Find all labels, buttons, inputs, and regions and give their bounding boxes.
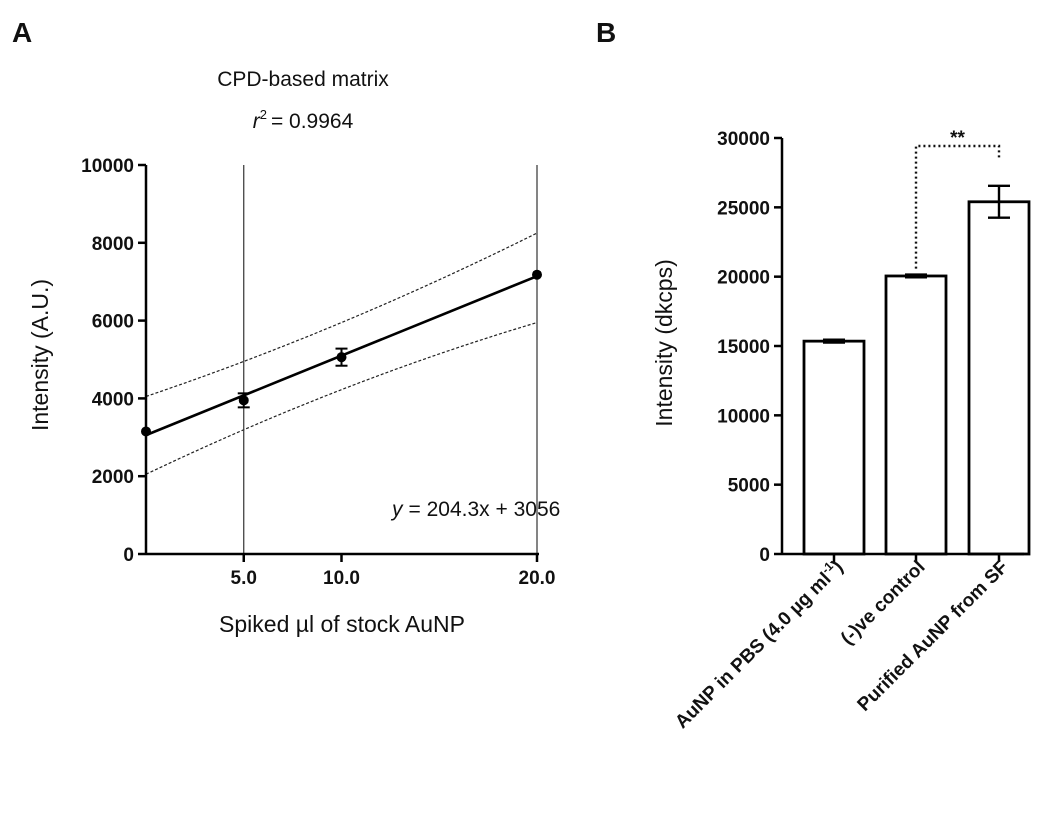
y-tick-label: 5000	[728, 476, 770, 497]
bar	[802, 339, 866, 556]
y-tick-label: 2000	[92, 467, 134, 488]
error-bars	[823, 184, 1010, 344]
ci-lower-curve	[145, 321, 538, 475]
data-point	[238, 395, 249, 406]
y-tick-label: 0	[759, 545, 770, 566]
panel-a-letter: A	[12, 17, 32, 48]
y-tick-label: 4000	[92, 389, 134, 410]
category-label: AuNP in PBS (4.0 µg ml-1)	[669, 555, 847, 733]
r-squared-symbol: r	[253, 110, 261, 133]
panel-b-letter: B	[596, 17, 616, 48]
y-tick-label: 30000	[717, 129, 770, 150]
equation-variable: y	[390, 498, 404, 521]
y-tick-label: 10000	[81, 156, 134, 177]
ci-upper-curve	[145, 232, 538, 398]
x-tick-label: 10.0	[323, 568, 360, 589]
equation-rest: = 204.3x + 3056	[409, 498, 561, 521]
reference-lines	[243, 165, 538, 554]
y-tick-label: 0	[123, 545, 134, 566]
confidence-band	[145, 232, 538, 475]
bar-error-bar	[988, 184, 1010, 219]
y-tick-label: 15000	[717, 337, 770, 358]
significance-label: **	[950, 128, 965, 149]
bar-error-bar	[905, 273, 927, 279]
chart-a-r-squared: r2 = 0.9964	[253, 107, 354, 133]
bar	[967, 200, 1031, 556]
significance-bracket: **	[914, 128, 1001, 269]
bars	[802, 200, 1031, 556]
chart-a: CPD-based matrix r2 = 0.9964 0 2000 4000 600…	[27, 68, 560, 637]
y-tick-label: 8000	[92, 234, 134, 255]
chart-b: ** 0 5000 10000 15000 20000 25000 30000 AuNP i…	[651, 128, 1031, 733]
chart-a-y-ticks: 0 2000 4000 6000 8000 10000	[81, 156, 146, 566]
data-point	[532, 269, 542, 280]
y-tick-label: 20000	[717, 268, 770, 289]
y-tick-label: 25000	[717, 198, 770, 219]
category-label: Purified AuNP from SF	[854, 557, 1013, 716]
chart-a-title: CPD-based matrix	[217, 68, 389, 91]
chart-b-y-ticks: 0 5000 10000 15000 20000 25000 30000	[717, 129, 782, 566]
x-tick-label: 5.0	[231, 568, 257, 589]
y-tick-label: 6000	[92, 312, 134, 333]
chart-a-y-axis-title: Intensity (A.U.)	[27, 279, 53, 431]
data-point	[336, 352, 347, 363]
chart-a-x-ticks: 5.0 10.0 20.0	[231, 554, 556, 589]
r-squared-exponent: 2	[260, 107, 267, 122]
regression-equation: y = 204.3x + 3056	[390, 498, 560, 521]
x-tick-label: 20.0	[519, 568, 556, 589]
category-label: (-)ve control	[837, 557, 929, 649]
y-tick-label: 10000	[717, 406, 770, 427]
r-squared-value: = 0.9964	[271, 110, 354, 133]
chart-b-category-labels: AuNP in PBS (4.0 µg ml-1)(-)ve controlPu…	[669, 554, 1013, 733]
bar-error-bar	[823, 338, 845, 344]
chart-a-x-axis-title: Spiked µl of stock AuNP	[219, 611, 465, 637]
significance-line	[914, 144, 1001, 269]
data-points	[141, 269, 542, 437]
chart-b-y-axis-title: Intensity (dkcps)	[651, 259, 677, 426]
bar	[884, 274, 948, 556]
